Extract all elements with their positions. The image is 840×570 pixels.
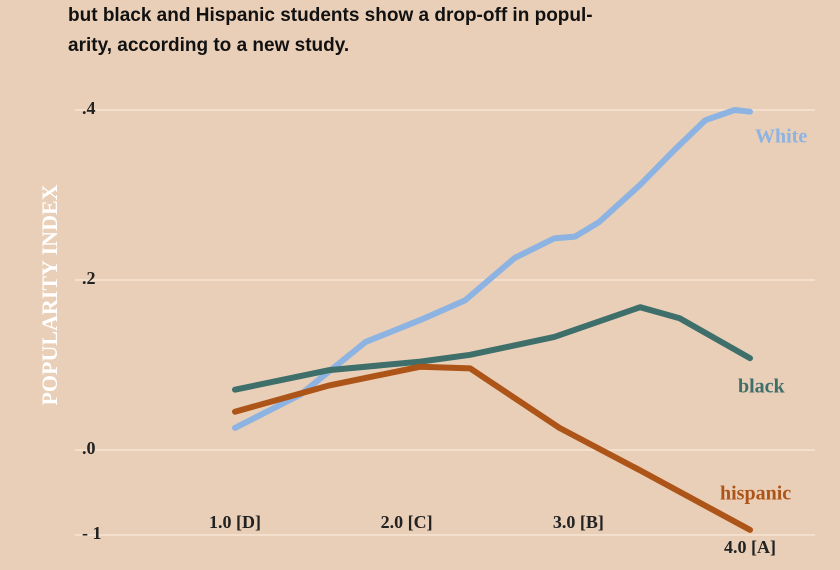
y-tick-label: .2 [82, 268, 96, 288]
y-tick-label: - 1 [82, 523, 102, 543]
x-tick-label: 3.0 [B] [553, 512, 604, 532]
series-line [232, 363, 753, 533]
x-tick-label: 4.0 [A] [724, 537, 776, 557]
x-tick-label: 1.0 [D] [209, 512, 261, 532]
x-tick-label: 2.0 [C] [381, 512, 433, 532]
series-label: hispanic [720, 483, 791, 505]
y-axis-label: POPULARITY INDEX [37, 184, 62, 405]
series-label: White [755, 126, 807, 148]
title-line: but black and Hispanic students show a d… [68, 5, 593, 26]
series-label: black [738, 376, 786, 398]
y-tick-label: .4 [82, 98, 96, 118]
series-line [232, 107, 753, 431]
y-tick-label: .0 [82, 438, 96, 458]
title-line: arity, according to a new study. [68, 35, 349, 56]
series-line [232, 304, 753, 393]
